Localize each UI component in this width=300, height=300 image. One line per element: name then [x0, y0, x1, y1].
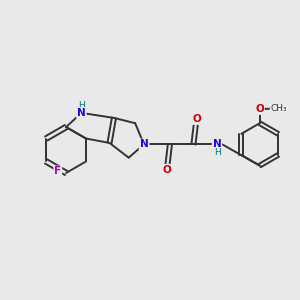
- Text: N: N: [77, 108, 86, 118]
- Text: H: H: [79, 101, 86, 110]
- Text: F: F: [54, 167, 61, 176]
- Text: CH₃: CH₃: [271, 104, 287, 113]
- Text: N: N: [140, 140, 148, 149]
- Text: H: H: [214, 148, 220, 157]
- Text: O: O: [163, 165, 171, 175]
- Text: O: O: [192, 114, 201, 124]
- Text: N: N: [213, 140, 221, 149]
- Text: O: O: [255, 104, 264, 114]
